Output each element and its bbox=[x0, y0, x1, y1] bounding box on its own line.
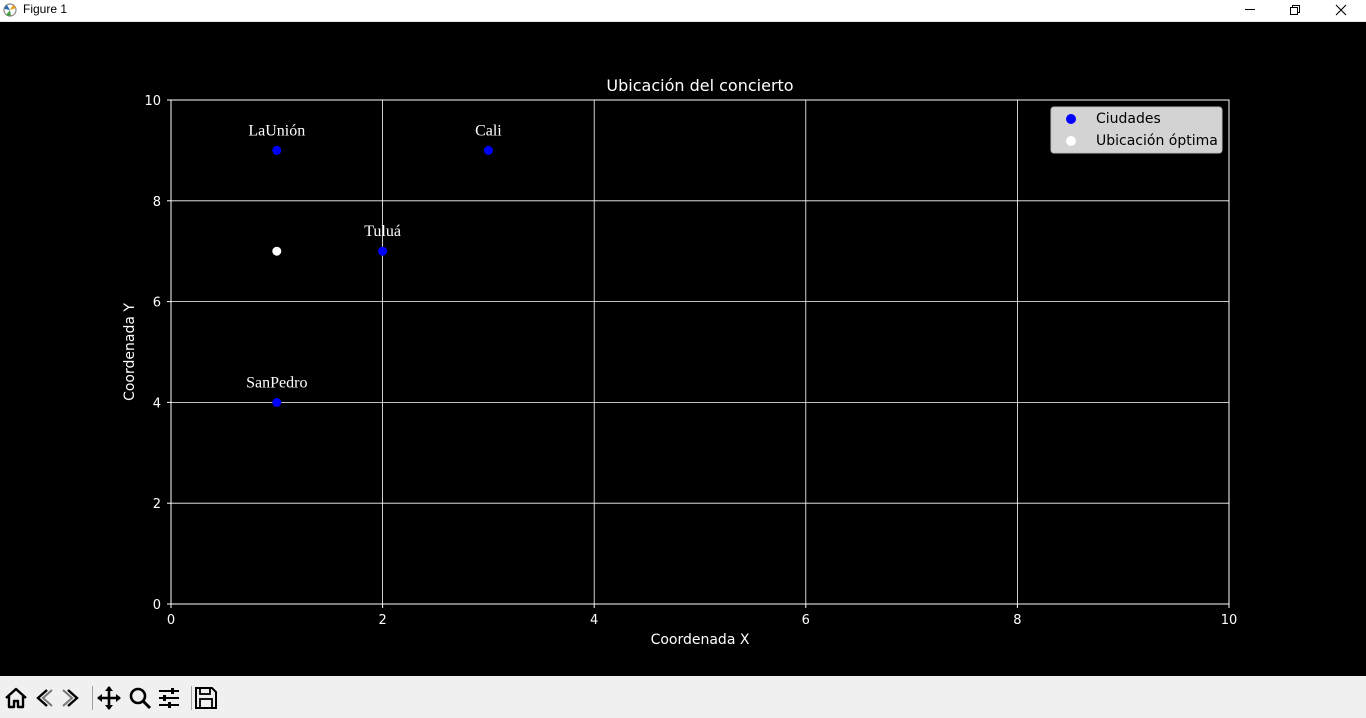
data-point bbox=[272, 397, 282, 407]
y-tick-label: 10 bbox=[144, 94, 161, 109]
matplotlib-icon bbox=[3, 3, 17, 17]
x-tick-label: 0 bbox=[167, 613, 175, 628]
window-title: Figure 1 bbox=[23, 2, 68, 16]
y-axis-label: Coordenada Y bbox=[122, 303, 138, 401]
data-point bbox=[483, 145, 493, 155]
configure-subplots-icon bbox=[159, 688, 179, 708]
y-tick-label: 4 bbox=[153, 396, 161, 411]
minimize-button[interactable] bbox=[1227, 0, 1273, 21]
save-button[interactable] bbox=[193, 685, 219, 711]
legend-label-ubicacion-optima: Ubicación óptima bbox=[1096, 133, 1218, 149]
back-icon bbox=[36, 689, 53, 707]
close-icon bbox=[1335, 4, 1347, 16]
zoom-icon bbox=[129, 687, 152, 710]
window-titlebar: Figure 1 bbox=[0, 0, 1366, 22]
data-point bbox=[378, 246, 388, 256]
zoom-button[interactable] bbox=[127, 685, 153, 711]
chart-title: Ubicación del concierto bbox=[606, 76, 793, 95]
legend: Ciudades Ubicación óptima bbox=[1050, 106, 1223, 154]
restore-button[interactable] bbox=[1272, 0, 1318, 21]
restore-icon bbox=[1290, 5, 1300, 15]
y-tick-label: 2 bbox=[153, 497, 161, 512]
configure-subplots-button[interactable] bbox=[156, 685, 182, 711]
home-icon bbox=[5, 687, 27, 709]
point-label: Tuluá bbox=[364, 223, 401, 240]
legend-marker-ciudades bbox=[1066, 114, 1076, 124]
home-button[interactable] bbox=[3, 685, 29, 711]
data-point bbox=[272, 145, 282, 155]
navigation-toolbar bbox=[0, 676, 1366, 718]
forward-icon bbox=[62, 689, 79, 707]
pan-button[interactable] bbox=[96, 685, 122, 711]
x-tick-label: 10 bbox=[1221, 613, 1238, 628]
legend-label-ciudades: Ciudades bbox=[1096, 111, 1161, 127]
toolbar-separator bbox=[92, 686, 93, 710]
x-tick-label: 6 bbox=[802, 613, 810, 628]
back-button[interactable] bbox=[31, 685, 57, 711]
save-icon bbox=[195, 687, 217, 709]
minimize-icon bbox=[1245, 9, 1255, 10]
pan-icon bbox=[97, 686, 121, 710]
x-tick-label: 8 bbox=[1013, 613, 1021, 628]
x-axis-label: Coordenada X bbox=[651, 632, 750, 648]
point-label: Cali bbox=[475, 122, 502, 139]
close-button[interactable] bbox=[1318, 0, 1364, 21]
x-tick-label: 4 bbox=[590, 613, 598, 628]
forward-button[interactable] bbox=[58, 685, 84, 711]
y-tick-label: 6 bbox=[153, 296, 161, 311]
data-point bbox=[272, 246, 282, 256]
legend-box bbox=[1050, 106, 1223, 154]
point-label: SanPedro bbox=[246, 374, 307, 391]
figure-canvas: 0 2 4 6 8 10 0 2 4 6 8 10 Ubicación del concierto C… bbox=[0, 22, 1366, 676]
legend-marker-ubicacion-optima bbox=[1066, 136, 1076, 146]
y-tick-label: 0 bbox=[153, 598, 161, 613]
scatter-chart: 0 2 4 6 8 10 0 2 4 6 8 10 Ubicación del concierto C… bbox=[122, 76, 1238, 648]
plot-frame bbox=[170, 99, 1230, 605]
x-tick-label: 2 bbox=[378, 613, 386, 628]
toolbar-separator bbox=[191, 686, 192, 710]
y-tick-label: 8 bbox=[153, 195, 161, 210]
point-label: LaUnión bbox=[248, 122, 305, 139]
